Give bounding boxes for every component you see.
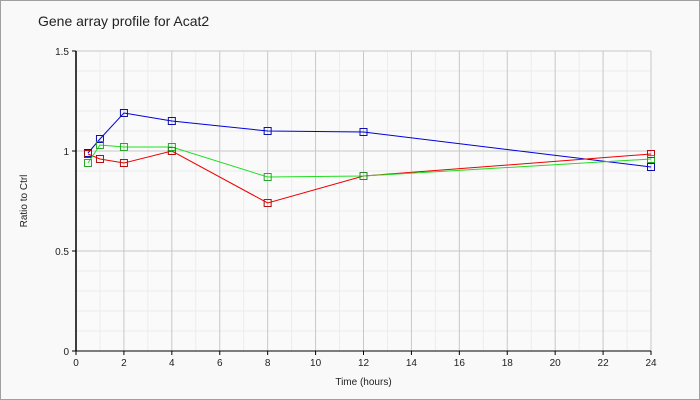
x-tick-label: 14	[406, 358, 418, 369]
x-tick-label: 10	[310, 358, 322, 369]
data-point-outline	[359, 172, 368, 180]
x-tick-label: 20	[550, 358, 562, 369]
x-tick-label: 24	[645, 358, 657, 369]
data-point-outline	[263, 127, 272, 135]
y-tick-label: 0.5	[55, 247, 69, 258]
x-tick-label: 2	[121, 358, 127, 369]
data-point-outline	[96, 155, 104, 163]
x-tick-label: 8	[265, 358, 271, 369]
data-point-outline	[359, 128, 368, 136]
data-point-outline	[263, 173, 272, 181]
x-tick-label: 12	[358, 358, 370, 369]
data-point-outline	[647, 155, 655, 163]
data-point-outline	[168, 117, 176, 125]
data-point-outline	[168, 147, 176, 155]
series-line-2	[87, 144, 652, 178]
data-point-outline	[647, 163, 655, 171]
data-point-outline	[120, 109, 128, 117]
data-point-outline	[647, 150, 655, 158]
data-point-outline	[84, 159, 92, 167]
data-point-outline	[263, 199, 272, 207]
chart-title: Gene array profile for Acat2	[38, 13, 210, 29]
x-tick-label: 22	[598, 358, 610, 369]
x-tick-label: 0	[73, 358, 79, 369]
x-tick-label: 6	[217, 358, 223, 369]
x-axis-label: Time (hours)	[335, 377, 391, 388]
y-tick-label: 1	[63, 147, 69, 158]
x-tick-label: 4	[169, 358, 175, 369]
data-point-outline	[120, 159, 128, 167]
y-tick-label: 1.5	[55, 47, 69, 58]
series-line-0	[87, 112, 652, 168]
data-point-outline	[96, 141, 104, 149]
data-point-outline	[96, 135, 104, 143]
data-point-outline	[84, 150, 92, 158]
data-point-outline	[168, 143, 176, 151]
data-point-outline	[120, 143, 128, 151]
y-tick-label: 0	[63, 347, 69, 358]
y-axis-label: Ratio to Ctrl	[19, 175, 30, 228]
x-tick-label: 16	[454, 358, 466, 369]
x-tick-label: 18	[502, 358, 514, 369]
